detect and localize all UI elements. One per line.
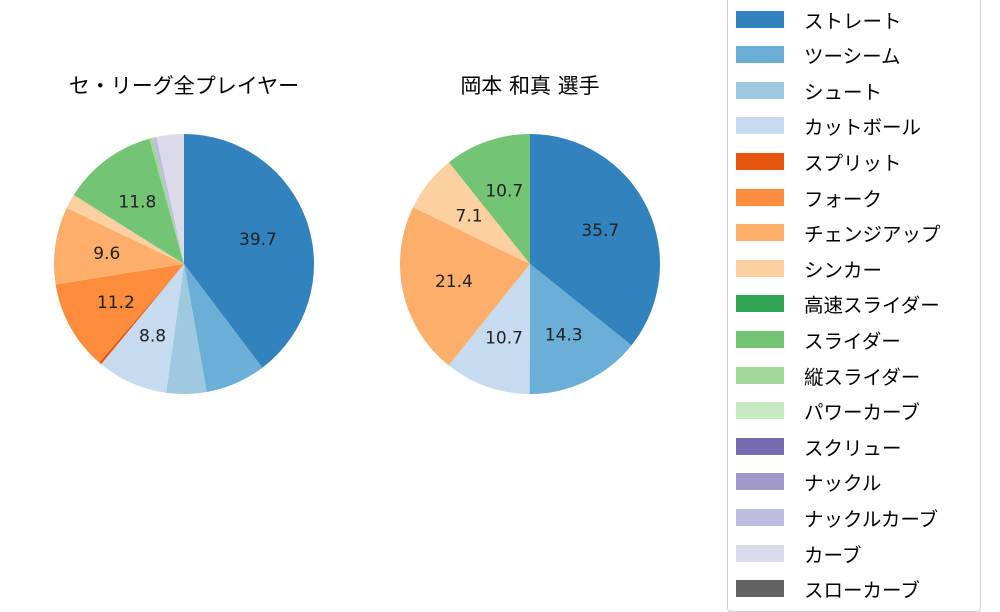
legend-label: フォーク (804, 187, 883, 211)
legend-item: シュート (736, 80, 882, 104)
legend-swatch (736, 117, 784, 135)
legend-item: ナックルカーブ (736, 507, 938, 531)
legend-label: 縦スライダー (804, 365, 921, 389)
legend-item: チェンジアップ (736, 223, 941, 246)
pie-slice (73, 138, 184, 264)
pie-player: 35.714.310.721.47.110.7 (400, 134, 660, 395)
legend-label: シンカー (804, 258, 883, 282)
pie-slice (152, 136, 184, 264)
pie-slice (149, 137, 184, 264)
slice-label: 10.7 (485, 181, 523, 201)
legend-item: パワーカーブ (736, 401, 920, 424)
legend-label: スローカーブ (804, 579, 920, 603)
legend-swatch (736, 295, 784, 313)
legend-label: ナックルカーブ (804, 507, 939, 531)
legend-swatch (736, 224, 784, 242)
legend-item: スクリュー (736, 436, 902, 460)
pie-slice (400, 207, 530, 366)
legend-label: スプリット (804, 151, 902, 175)
legend-item: ストレート (736, 9, 902, 33)
pie-slice (529, 264, 632, 395)
legend-label: 高速スライダー (804, 294, 940, 318)
legend-item: カーブ (736, 543, 861, 567)
slice-label: 14.3 (545, 325, 583, 345)
legend-swatch (736, 330, 784, 348)
pie-slice (448, 264, 530, 394)
legend-label: カーブ (804, 543, 862, 567)
slice-label: 35.7 (581, 221, 619, 241)
legend-label: スライダー (804, 329, 901, 353)
pie-slice (166, 264, 207, 394)
legend-item: 縦スライダー (736, 365, 920, 389)
right-chart-title: 岡本 和真 選手 (460, 74, 600, 98)
legend-label: シュート (804, 80, 883, 104)
pie-slice (66, 195, 184, 264)
pie-slice (530, 134, 660, 346)
legend-item: スライダー (736, 329, 901, 353)
slice-label: 11.2 (97, 293, 135, 313)
legend-swatch (736, 402, 784, 420)
legend: ストレートツーシームシュートカットボール スプリットフォークチェンジアップ シンカー… (727, 0, 981, 612)
pie-slice (184, 134, 314, 368)
pie-slice (184, 264, 263, 392)
legend-item: ツーシーム (736, 45, 901, 68)
legend-item: スプリット (736, 151, 902, 175)
slice-label: 39.7 (239, 230, 277, 250)
legend-swatch (736, 473, 784, 491)
legend-label: ツーシーム (804, 45, 901, 69)
legend-swatch (736, 544, 784, 562)
legend-label: スクリュー (804, 436, 902, 460)
slice-label: 7.1 (456, 206, 483, 226)
legend-swatch (736, 508, 784, 526)
pie-slice (55, 264, 184, 363)
legend-label: チェンジアップ (804, 223, 941, 247)
legend-swatch (736, 188, 784, 206)
slice-label: 21.4 (435, 272, 473, 292)
legend-swatch (736, 437, 784, 455)
slice-label: 10.7 (485, 329, 523, 349)
pie-charts: 39.78.811.29.611.8 35.714.310.721.47.110… (54, 134, 660, 395)
legend-label: ナックル (804, 472, 882, 496)
legend-label: ストレート (804, 9, 902, 33)
legend-swatch (736, 580, 784, 598)
pie-slice (156, 134, 184, 264)
pie-slice (413, 162, 530, 264)
legend-swatch (736, 46, 784, 64)
pie-league: 39.7 8.811.2 9.6 11.8 (54, 134, 314, 394)
legend-item: スローカーブ (736, 579, 920, 602)
legend-item: フォーク (736, 187, 882, 211)
slice-label: 11.8 (118, 192, 156, 212)
legend-swatch (736, 81, 784, 99)
slice-label: 9.6 (93, 244, 120, 264)
legend-item: 高速スライダー (736, 294, 940, 317)
pie-slice (101, 264, 184, 393)
pie-slice (448, 134, 530, 264)
legend-swatch (736, 152, 784, 170)
legend-swatch (736, 10, 784, 28)
pie-slice (54, 207, 185, 285)
legend-swatch (736, 259, 784, 277)
legend-swatch (736, 366, 784, 384)
legend-item: ナックル (736, 472, 881, 495)
legend-item: カットボール (736, 116, 921, 139)
legend-label: カットボール (804, 116, 922, 140)
slice-label: 8.8 (139, 326, 166, 346)
legend-label: パワーカーブ (804, 401, 920, 425)
pie-slice (99, 264, 184, 365)
left-chart-title: セ・リーグ全プレイヤー (68, 74, 300, 98)
legend-item: シンカー (736, 258, 882, 282)
